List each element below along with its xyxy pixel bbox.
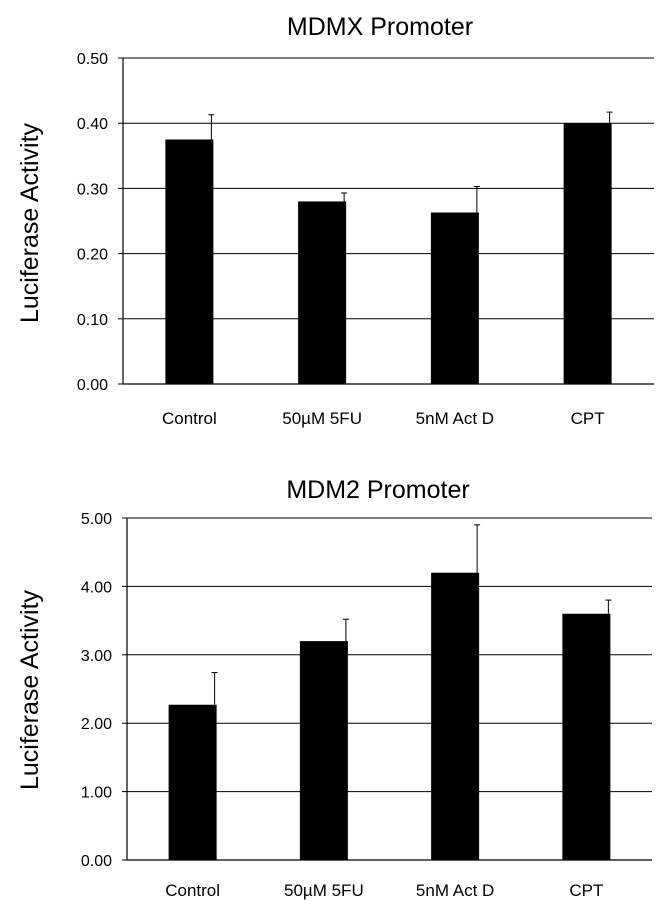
chart-title: MDMX Promoter [287,13,473,41]
mdm2-chart: MDM2 Promoter Luciferase Activity 0.00 1.… [16,476,652,900]
bar [298,201,347,384]
bar [299,641,348,860]
y-tick-label: 4.00 [81,579,112,596]
x-tick-label: 50µM 5FU [284,881,364,900]
y-tick-label: 5.00 [81,511,112,528]
y-axis-label: Luciferase Activity [16,122,44,323]
bar [431,572,480,860]
bar [165,139,214,384]
y-tick-label: 2.00 [81,716,112,733]
x-tick-label: 50µM 5FU [282,409,362,428]
y-tick-label: 0.20 [77,247,108,264]
bar [563,123,612,384]
bar [430,212,479,384]
y-tick-label: 3.00 [81,648,112,665]
x-tick-label: CPT [571,409,605,428]
x-tick-label: 5nM Act D [416,881,494,900]
x-tick-label: CPT [569,881,603,900]
bar [562,613,611,860]
chart-title: MDM2 Promoter [286,476,469,504]
y-tick-label: 1.00 [81,785,112,802]
y-tick-label: 0.30 [77,181,108,198]
x-tick-label: 5nM Act D [416,409,494,428]
x-tick-label: Control [165,881,220,900]
x-tick-label: Control [162,409,217,428]
mdmx-chart: MDMX Promoter Luciferase Activity 0.00 0.… [16,13,654,428]
bar [168,704,217,860]
y-tick-label: 0.40 [77,116,108,133]
y-tick-label: 0.00 [81,853,112,870]
y-tick-label: 0.10 [77,312,108,329]
y-tick-label: 0.00 [77,377,108,394]
y-tick-label: 0.50 [77,51,108,68]
y-axis-label: Luciferase Activity [16,589,44,790]
